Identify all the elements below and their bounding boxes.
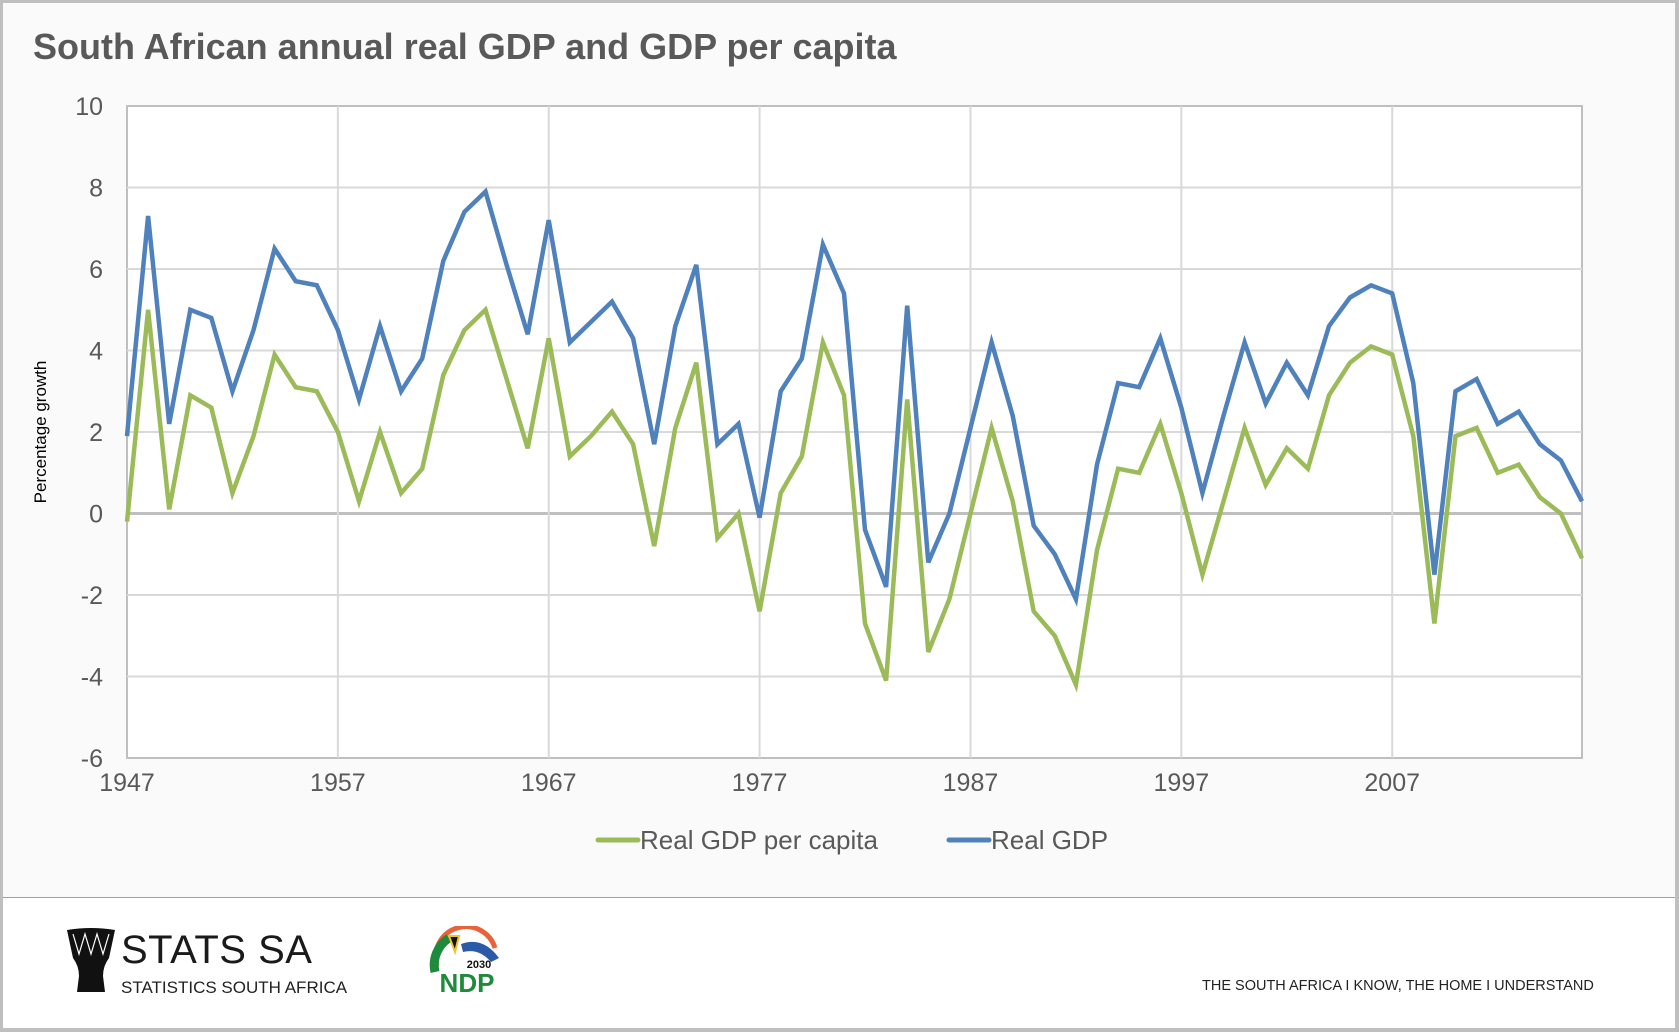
footer: STATS SA STATISTICS SOUTH AFRICA 2030 ND… <box>3 898 1675 1028</box>
gridlines <box>126 105 1583 759</box>
footer-divider <box>3 897 1675 898</box>
ndp-year: 2030 <box>467 959 491 971</box>
series-line-real-gdp <box>124 187 1584 607</box>
tagline: THE SOUTH AFRICA I KNOW, THE HOME I UNDE… <box>1202 978 1594 994</box>
y-tick-label: 6 <box>89 256 103 284</box>
legend: Real GDP per capita Real GDP <box>595 825 1108 855</box>
ndp-label: NDP <box>440 968 495 996</box>
x-tick-label: 1947 <box>99 769 155 797</box>
y-tick-label: -4 <box>81 664 103 692</box>
org-name: STATS SA <box>121 928 313 972</box>
y-tick-label: 4 <box>89 338 103 366</box>
y-tick-label: 10 <box>75 93 103 121</box>
x-tick-label: 1957 <box>310 769 366 797</box>
x-tick-label: 1977 <box>732 769 788 797</box>
x-tick-label: 1987 <box>943 769 999 797</box>
series-line-real-gdp-per-capita <box>124 305 1585 693</box>
legend-label: Real GDP per capita <box>640 825 879 855</box>
ndp-2030-logo: 2030 NDP <box>429 926 499 996</box>
chart-title: South African annual real GDP and GDP pe… <box>33 26 897 67</box>
y-axis-ticks: 10 8 6 4 2 0 -2 -4 -6 <box>75 93 103 773</box>
y-tick-label: -6 <box>81 745 103 773</box>
stats-sa-drum-icon <box>67 928 115 992</box>
line-chart: 10 8 6 4 2 0 -2 -4 -6 1947 1957 1967 1977 1987 1997 20… <box>31 93 1585 855</box>
y-axis-label: Percentage growth <box>31 361 50 504</box>
x-tick-label: 1997 <box>1154 769 1210 797</box>
legend-label: Real GDP <box>991 825 1108 855</box>
series-lines <box>124 187 1585 693</box>
x-tick-label: 2007 <box>1364 769 1420 797</box>
y-tick-label: 2 <box>89 419 103 447</box>
y-tick-label: 0 <box>89 501 103 529</box>
y-tick-label: -2 <box>81 582 103 610</box>
x-axis-ticks: 1947 1957 1967 1977 1987 1997 2007 <box>99 769 1420 797</box>
y-tick-label: 8 <box>89 175 103 203</box>
x-tick-label: 1967 <box>521 769 577 797</box>
org-subtitle: STATISTICS SOUTH AFRICA <box>121 978 348 997</box>
